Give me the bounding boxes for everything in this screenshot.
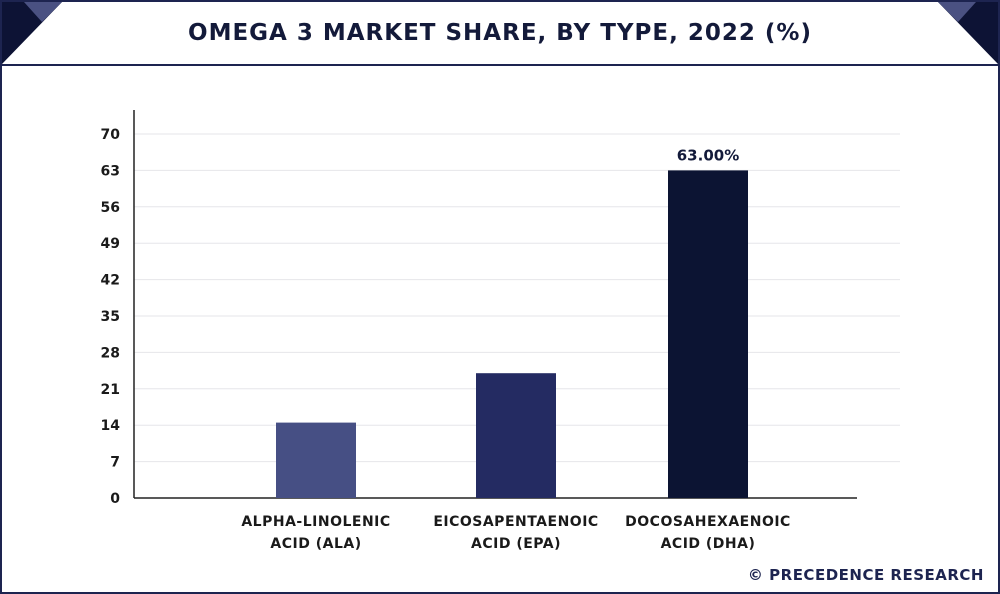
y-tick-label: 14 — [101, 418, 121, 434]
x-tick-label: ACID (EPA) — [471, 536, 561, 552]
y-tick-label: 21 — [101, 382, 120, 398]
y-tick-label: 56 — [101, 200, 120, 216]
data-label: 63.00% — [677, 146, 739, 164]
corner-decoration-left — [2, 2, 62, 64]
y-tick-label: 49 — [101, 236, 120, 252]
copyright-watermark: © PRECEDENCE RESEARCH — [747, 566, 984, 584]
bar-1 — [276, 422, 356, 498]
y-tick-label: 63 — [101, 163, 120, 179]
chart-title: OMEGA 3 MARKET SHARE, BY TYPE, 2022 (%) — [188, 20, 812, 46]
y-tick-label: 35 — [101, 309, 120, 325]
y-tick-label: 7 — [110, 455, 120, 471]
y-tick-label: 0 — [110, 491, 120, 507]
x-tick-label: ALPHA-LINOLENIC — [241, 514, 390, 530]
x-tick-label: EICOSAPENTAENOIC — [433, 514, 598, 530]
y-tick-label: 70 — [101, 127, 121, 143]
y-tick-label: 28 — [101, 345, 120, 361]
header-band: OMEGA 3 MARKET SHARE, BY TYPE, 2022 (%) — [2, 2, 998, 66]
y-tick-label: 42 — [101, 273, 120, 289]
bar-2 — [476, 373, 556, 498]
corner-decoration-right — [938, 2, 998, 64]
bar-3 — [668, 170, 748, 498]
x-tick-label: ACID (ALA) — [270, 536, 361, 552]
x-tick-label: DOCOSAHEXAENOIC — [625, 514, 791, 530]
x-tick-label: ACID (DHA) — [661, 536, 756, 552]
